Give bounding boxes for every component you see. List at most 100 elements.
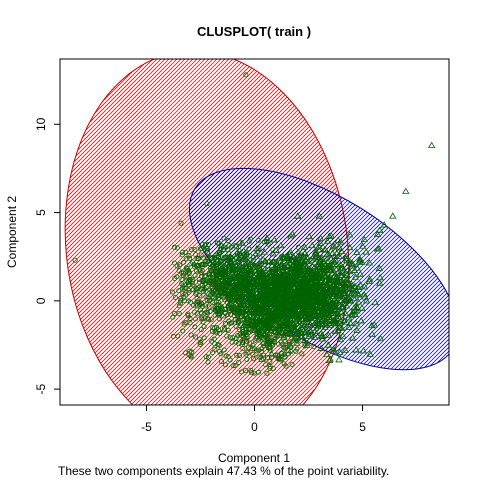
cluster-2-point — [291, 275, 300, 282]
cluster-2-point — [360, 283, 369, 290]
cluster-1-point — [282, 354, 288, 360]
cluster-2-point — [315, 293, 323, 300]
cluster-1-point — [247, 326, 253, 332]
cluster-1-point — [201, 335, 207, 341]
cluster-1-point — [235, 320, 241, 326]
cluster-1-point — [246, 246, 252, 252]
cluster-2-point — [342, 318, 351, 325]
cluster-1-point — [201, 277, 207, 283]
cluster-2-point — [360, 291, 369, 298]
cluster-2-point — [235, 294, 244, 301]
cluster-2-point — [260, 248, 268, 255]
cluster-2-point — [336, 335, 345, 342]
data-points — [72, 72, 436, 376]
cluster-2-point — [289, 305, 298, 312]
cluster-2-point — [376, 334, 385, 342]
cluster-1-point — [251, 346, 257, 352]
cluster-2-point — [240, 300, 248, 308]
cluster-2-point — [332, 249, 341, 256]
cluster-1-point — [256, 267, 262, 273]
cluster-1-point — [174, 263, 180, 269]
cluster-1-point — [226, 243, 232, 249]
cluster-2-point — [336, 264, 345, 271]
cluster-1-point — [245, 270, 251, 276]
cluster-2-point — [288, 279, 297, 287]
cluster-2-point — [271, 270, 279, 277]
cluster-2-point — [257, 304, 266, 311]
cluster-2-point — [248, 296, 257, 303]
cluster-2-point — [298, 251, 307, 259]
cluster-2-point — [336, 283, 344, 290]
cluster-1-point — [212, 253, 218, 259]
cluster-2-point — [326, 287, 334, 294]
cluster-1-point — [243, 295, 249, 301]
cluster-2-point — [238, 239, 246, 246]
cluster-1-point — [207, 272, 213, 278]
cluster-2-point — [323, 291, 331, 298]
cluster-2-point — [303, 284, 311, 291]
cluster-2-point — [345, 243, 354, 251]
cluster-1-point — [207, 297, 213, 303]
cluster-2-point — [338, 284, 346, 292]
cluster-1-point — [191, 309, 197, 315]
cluster-2-point — [279, 266, 288, 273]
cluster-1-point — [220, 277, 226, 283]
cluster-2-point — [324, 331, 333, 338]
cluster-2-point — [345, 257, 354, 265]
cluster-2-point — [341, 291, 349, 298]
cluster-1-point — [240, 340, 246, 346]
cluster-1-point — [176, 288, 182, 294]
cluster-1-point — [226, 297, 232, 303]
cluster-1-point — [264, 370, 270, 376]
cluster-2-point — [303, 253, 311, 261]
cluster-1-point — [259, 270, 265, 276]
cluster-1-point — [263, 362, 269, 368]
cluster-1-point — [237, 278, 243, 284]
cluster-1-point — [246, 264, 252, 270]
cluster-2-point — [334, 326, 342, 333]
cluster-2-outlier — [315, 212, 324, 219]
cluster-2-point — [267, 301, 275, 308]
cluster-2-point — [277, 271, 286, 278]
cluster-2-point — [251, 326, 259, 333]
y-axis: -5 0 5 10 — [34, 117, 61, 394]
cluster-1-point — [186, 271, 192, 277]
cluster-2-point — [289, 262, 298, 269]
cluster-2-point — [339, 264, 347, 271]
cluster-1-point — [238, 297, 244, 303]
cluster-1-point — [187, 320, 193, 326]
cluster-2-point — [281, 288, 289, 295]
cluster-2-point — [275, 319, 284, 326]
cluster-2-point — [284, 346, 293, 354]
cluster-2-point — [315, 320, 323, 328]
cluster-1-ellipse — [64, 59, 350, 405]
cluster-1-point — [211, 278, 217, 284]
cluster-2-point — [331, 302, 340, 309]
cluster-2-point — [337, 238, 345, 245]
cluster-2-outlier — [380, 221, 388, 228]
cluster-1-point — [267, 366, 273, 372]
cluster-1-point — [228, 276, 234, 282]
cluster-1-point — [224, 333, 230, 339]
cluster-2-outlier — [376, 226, 384, 233]
cluster-1-point — [210, 350, 216, 356]
variability-footnote: These two components explain 47.43 % of … — [58, 464, 389, 478]
cluster-1-point — [172, 275, 178, 281]
cluster-1-point — [201, 324, 207, 330]
cluster-2-point — [336, 296, 344, 303]
cluster-2-point — [349, 287, 357, 294]
cluster-2-point — [312, 267, 321, 274]
cluster-2-point — [272, 296, 281, 303]
cluster-1-point — [192, 273, 198, 279]
cluster-1-point — [215, 282, 221, 288]
cluster-1-point — [205, 316, 211, 322]
cluster-1-point — [204, 297, 210, 303]
cluster-2-point — [293, 276, 302, 283]
cluster-2-outlier — [356, 270, 365, 277]
cluster-1-point — [219, 258, 225, 264]
cluster-1-point — [276, 341, 282, 347]
cluster-2-point — [247, 303, 255, 310]
cluster-1-point — [197, 341, 203, 347]
